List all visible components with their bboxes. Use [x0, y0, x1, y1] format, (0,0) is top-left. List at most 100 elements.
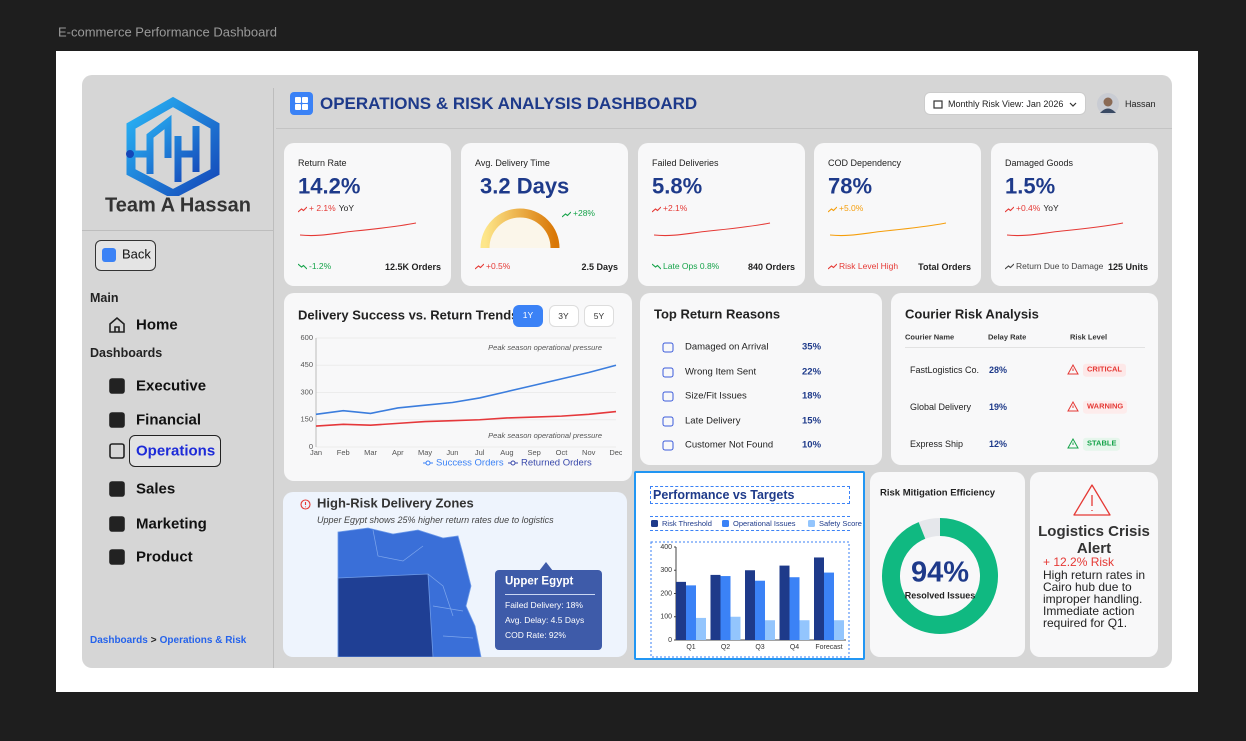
column-header: Courier Name [905, 332, 955, 342]
card-title: Top Return Reasons [654, 306, 781, 322]
trend-arrow [652, 206, 661, 213]
bar [789, 577, 800, 640]
bar [755, 580, 765, 640]
donut-chart: 94%Resolved Issues [882, 518, 998, 634]
bar [710, 574, 721, 640]
kpi-trend: + 2.1% YoY [309, 203, 354, 213]
breadcrumb-item[interactable]: Operations & Risk [159, 635, 247, 646]
breadcrumb-item[interactable]: Dashboards [90, 635, 148, 646]
trend-card: Delivery Success vs. Return Trends 1Y 3Y 5Y… [284, 293, 632, 481]
back-icon [102, 248, 116, 262]
kpi-sparkline [300, 222, 417, 237]
y-tick-label: 100 [660, 614, 672, 621]
nav-icon [109, 549, 125, 565]
user-name[interactable]: Hassan [1125, 98, 1156, 109]
nav-glyph [109, 412, 125, 428]
nav-item[interactable]: Executive [136, 377, 207, 395]
reason-glyph [662, 440, 674, 451]
donut-value-label: 94% [911, 557, 969, 589]
range-button[interactable]: 5Y [584, 305, 614, 327]
reason-icon [662, 440, 674, 451]
nav-icon [109, 316, 125, 333]
reason-share: 18% [802, 390, 822, 402]
bar-chart: 0 100 200 300 400 Q1 Q2 Q3 Q4 Forecast Risk Thresh… [650, 519, 862, 658]
tooltip-line: Avg. Delay: 4.5 Days [505, 615, 585, 626]
header-icon-cell [302, 97, 308, 103]
nav-icon [109, 378, 125, 394]
y-tick-label: 300 [660, 567, 672, 574]
kpi-label: COD Dependency [828, 157, 902, 168]
range-button-label: 5Y [593, 311, 605, 321]
reason-label: Late Delivery [685, 415, 741, 427]
range-button[interactable]: 3Y [548, 305, 579, 327]
kpi-label: Return Rate [298, 157, 347, 168]
period-selector[interactable]: Monthly Risk View: Jan 2026 [924, 92, 1086, 115]
kpi-sparkline [654, 222, 771, 237]
bar [779, 565, 790, 640]
y-tick-label: 400 [660, 544, 672, 551]
kpi-foot-right: 125 Units [1107, 261, 1148, 272]
nav-item[interactable]: Product [136, 548, 193, 566]
x-tick-label: Aug [500, 448, 513, 457]
reason-label: Wrong Item Sent [685, 366, 757, 378]
nav-glyph [109, 481, 125, 497]
nav-item[interactable]: Marketing [136, 515, 207, 533]
kpi-value: 14.2% [298, 173, 361, 199]
x-tick-label: Dec [609, 448, 622, 457]
chart-annotation: Peak season operational pressure [488, 343, 602, 352]
nav-item[interactable]: Home [136, 316, 178, 334]
y-tick-label: 0 [309, 442, 313, 451]
chart-title: Performance vs Targets [653, 487, 795, 502]
kpi-foot-left: Late Ops 0.8% [663, 261, 720, 272]
y-tick-label: 300 [300, 387, 313, 396]
alert-risk: + 12.2% Risk [1043, 555, 1115, 569]
courier-name: Global Delivery [910, 401, 972, 412]
range-button[interactable]: 1Y [513, 305, 543, 327]
plot-selection [650, 541, 850, 658]
map-title: High-Risk Delivery Zones [317, 495, 474, 511]
alert-triangle [1073, 484, 1111, 516]
trend-arrow-glyph [298, 206, 307, 213]
tooltip-line: Failed Delivery: 18% [505, 600, 583, 611]
tooltip-line: COD Rate: 92% [505, 630, 566, 641]
map-subtitle: Upper Egypt shows 25% higher return rate… [317, 514, 554, 525]
trend-arrow-glyph [1005, 263, 1014, 270]
home-glyph [109, 316, 125, 333]
sparkline-path [300, 222, 417, 237]
avatar-head [1103, 97, 1113, 107]
chart-title: Delivery Success vs. Return Trends [298, 307, 519, 323]
trend-arrow-glyph [298, 263, 307, 270]
brand-name: Team A Hassan [105, 194, 251, 217]
kpi-card: Avg. Delivery Time 3.2 Days +28% +0.5% 2.5 D… [461, 143, 628, 286]
kpi-foot-right: 12.5K Orders [384, 261, 441, 272]
courier-delay: 28% [989, 364, 1008, 375]
kpi-value: 1.5% [1005, 173, 1056, 199]
kpi-sparkline [1007, 222, 1124, 237]
user-avatar [1097, 93, 1119, 115]
legend-marker [510, 460, 516, 466]
legend-selection [650, 516, 850, 531]
legend-label: Safety Score [819, 519, 862, 528]
logo-hexagon [126, 96, 220, 196]
reason-icon [662, 391, 674, 402]
legend-marker [425, 460, 431, 466]
nav-item[interactable]: Sales [136, 480, 176, 498]
kpi-trend: +5.0% [839, 203, 863, 213]
reason-glyph [662, 342, 674, 353]
nav-item[interactable]: Financial [136, 411, 202, 429]
back-button[interactable]: Back [95, 240, 156, 271]
legend-label: Returned Orders [521, 458, 592, 469]
tooltip-title: Upper Egypt [505, 575, 574, 588]
period-label: Monthly Risk View: Jan 2026 [948, 98, 1064, 109]
kpi-foot-left: -1.2% [309, 261, 332, 272]
trend-arrow [828, 263, 837, 270]
nav-item[interactable]: Operations [136, 442, 216, 460]
trend-arrow-glyph [1005, 206, 1014, 213]
kpi-trend-value: + 2.1% [309, 203, 336, 213]
y-tick-label: 450 [300, 360, 313, 369]
donut-arc [882, 518, 998, 634]
kpi-card: Return Rate 14.2% + 2.1% YoY -1.2% 12.5K Orde… [284, 143, 451, 286]
kpi-foot-right: 840 Orders [747, 261, 795, 272]
reason-label: Damaged on Arrival [685, 341, 769, 353]
legend-label: Risk Threshold [662, 519, 712, 528]
